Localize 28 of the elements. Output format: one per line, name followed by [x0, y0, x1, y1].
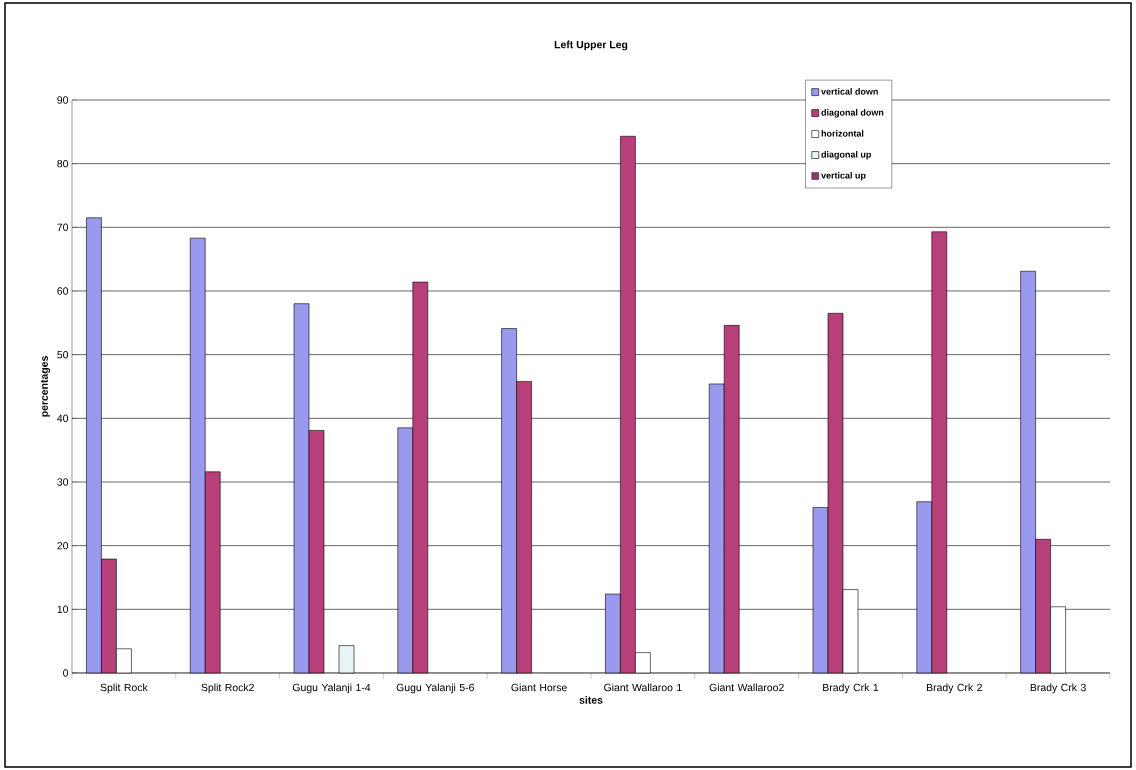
y-tick-label: 90 [57, 96, 69, 104]
x-tick-label: Gugu Yalanji 5-6 [396, 683, 474, 694]
legend-label: vertical down [821, 88, 878, 95]
y-tick-label: 0 [63, 669, 69, 677]
x-tick-label: Brady Crk 1 [823, 683, 879, 694]
legend-label: horizontal [821, 130, 864, 137]
y-tick-label: 70 [57, 223, 69, 232]
legend-label: vertical up [821, 172, 866, 181]
y-tick-label: 10 [57, 605, 69, 614]
legend-label: diagonal up [821, 151, 871, 160]
x-axis-title: sites [579, 696, 603, 704]
y-tick-label: 80 [57, 159, 69, 168]
y-axis-title: percentages [40, 356, 51, 417]
x-tick-label: Brady Crk 3 [1030, 683, 1086, 694]
x-tick-label: Split Rock2 [201, 683, 254, 694]
x-tick-label: Brady Crk 2 [926, 683, 982, 694]
y-tick-label: 20 [57, 541, 69, 550]
x-tick-label: Giant Wallaroo2 [709, 683, 784, 692]
y-tick-label: 30 [57, 478, 69, 486]
y-tick-label: 40 [57, 414, 69, 423]
legend-label: diagonal down [821, 109, 884, 118]
x-tick-label: Giant Wallaroo 1 [604, 683, 682, 692]
x-tick-label: Giant Horse [511, 683, 567, 692]
y-tick-label: 50 [57, 350, 69, 359]
chart-title: Left Upper Leg [554, 40, 628, 51]
x-tick-label: Split Rock [100, 683, 148, 694]
x-tick-label: Gugu Yalanji 1-4 [292, 683, 371, 694]
y-tick-label: 60 [57, 287, 69, 295]
